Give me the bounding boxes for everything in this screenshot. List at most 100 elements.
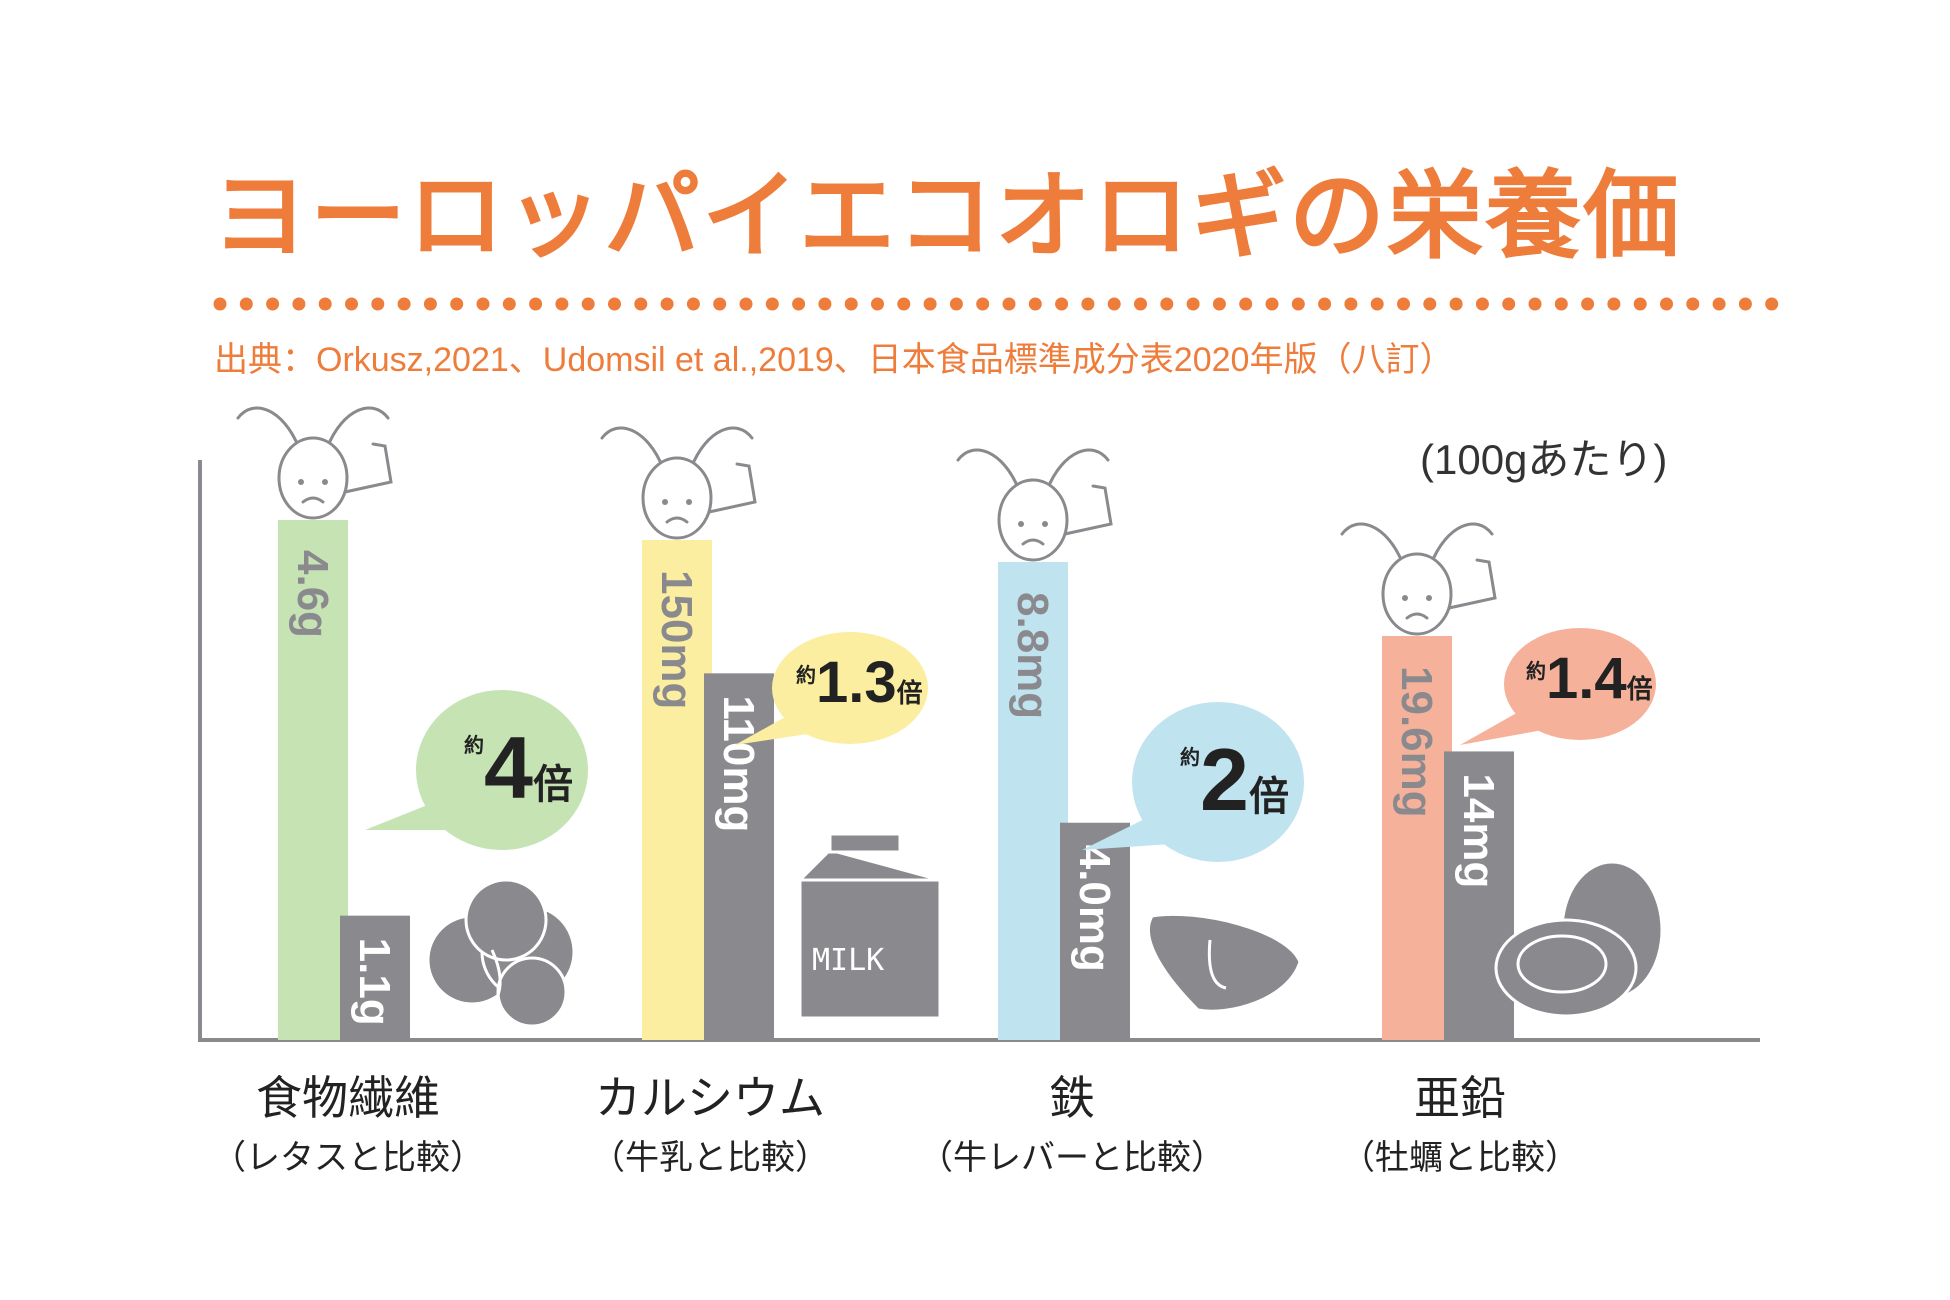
divider-dot bbox=[739, 297, 753, 311]
cricket-bar bbox=[642, 540, 712, 1040]
category-label: カルシウム bbox=[595, 1071, 825, 1125]
divider-dot bbox=[1686, 297, 1700, 311]
divider-dot bbox=[1660, 297, 1673, 311]
cricket-bar bbox=[278, 520, 348, 1040]
comparison-bar bbox=[1444, 751, 1514, 1040]
divider-dot bbox=[371, 297, 385, 311]
divider-dot bbox=[213, 297, 227, 311]
divider-dot bbox=[502, 297, 516, 311]
divider-dot bbox=[1212, 297, 1226, 311]
divider-dot bbox=[897, 297, 911, 311]
source-citation: 出典：Orkusz,2021、Udomsil et al.,2019、日本食品標… bbox=[214, 341, 1454, 379]
divider-dot bbox=[476, 297, 490, 311]
divider-dot bbox=[1502, 297, 1516, 311]
divider-dot bbox=[423, 297, 437, 311]
oyster-icon bbox=[1494, 860, 1664, 1018]
comparison-value-label: 4.0mg bbox=[1070, 845, 1119, 972]
divider-dot bbox=[266, 297, 280, 311]
divider-dot bbox=[1738, 297, 1752, 311]
divider-dot bbox=[844, 297, 858, 311]
divider-dot bbox=[1318, 297, 1332, 311]
cricket-icon bbox=[1340, 522, 1497, 636]
ratio-bubble: 約4倍 bbox=[365, 690, 588, 850]
divider-dot bbox=[1134, 297, 1147, 311]
divider-dot bbox=[1607, 297, 1621, 311]
divider-dot bbox=[1633, 297, 1647, 311]
cricket-value-label: 150mg bbox=[652, 570, 701, 709]
divider-dot bbox=[660, 297, 674, 311]
ratio-text: 約1.4倍 bbox=[1526, 646, 1653, 711]
cricket-value-label: 8.8mg bbox=[1008, 592, 1057, 719]
milk-carton-label: MILK bbox=[812, 943, 884, 978]
cricket-icon bbox=[236, 406, 393, 520]
divider-dot bbox=[1107, 297, 1121, 311]
divider-dot bbox=[345, 297, 358, 311]
divider-dot bbox=[397, 297, 411, 311]
ratio-bubble: 約2倍 bbox=[1082, 702, 1304, 862]
divider-dot bbox=[1239, 297, 1253, 311]
divider-dot bbox=[555, 297, 569, 311]
category-sublabel: （牡蠣と比較） bbox=[1341, 1138, 1579, 1178]
comparison-value-label: 110mg bbox=[714, 695, 763, 832]
beef-liver-icon bbox=[1146, 912, 1302, 1013]
divider-dot bbox=[1475, 297, 1489, 311]
unit-note: (100gあたり) bbox=[1420, 436, 1668, 483]
divider-dot bbox=[713, 297, 727, 311]
ratio-text: 約4倍 bbox=[464, 718, 573, 817]
divider-dot bbox=[1055, 297, 1069, 311]
divider-dot bbox=[1160, 297, 1174, 311]
cricket-icon bbox=[956, 448, 1113, 562]
divider-dot bbox=[1186, 297, 1200, 311]
cricket-icon bbox=[600, 426, 757, 540]
page-title: ヨーロッパイエコオロギの栄養価 bbox=[212, 160, 1682, 272]
divider-dot bbox=[1765, 297, 1779, 311]
ratio-bubble: 約1.4倍 bbox=[1460, 628, 1656, 745]
comparison-bar bbox=[1060, 822, 1130, 1040]
dotted-divider bbox=[213, 297, 1779, 311]
category-sublabel: （レタスと比較） bbox=[212, 1138, 484, 1178]
bar-group-0: 4.6g 1.1g 約4倍 bbox=[236, 406, 588, 1040]
bar-group-1: 150mg 110mg 約1.3倍 MILK bbox=[600, 426, 942, 1040]
cricket-value-label: 19.6mg bbox=[1392, 666, 1441, 818]
cricket-value-label: 4.6g bbox=[288, 550, 337, 638]
lettuce-icon bbox=[426, 878, 576, 1028]
comparison-value-label: 14mg bbox=[1454, 773, 1503, 888]
cricket-bar bbox=[1382, 636, 1452, 1040]
divider-dot bbox=[1581, 297, 1595, 311]
divider-dot bbox=[292, 297, 306, 311]
divider-dot bbox=[949, 297, 963, 311]
divider-dot bbox=[1554, 297, 1568, 311]
bar-group-3: 19.6mg 14mg 約1.4倍 bbox=[1340, 522, 1664, 1040]
divider-dot bbox=[581, 297, 595, 311]
ratio-text: 約2倍 bbox=[1180, 730, 1289, 829]
divider-dot bbox=[1528, 297, 1542, 311]
divider-dot bbox=[608, 297, 621, 311]
divider-dot bbox=[976, 297, 990, 311]
cricket-bar bbox=[998, 562, 1068, 1040]
category-sublabel: （牛レバーと比較） bbox=[919, 1138, 1225, 1178]
divider-dot bbox=[1081, 297, 1095, 311]
divider-dot bbox=[529, 297, 543, 311]
divider-dot bbox=[1370, 297, 1384, 311]
divider-dot bbox=[1291, 297, 1305, 311]
divider-dot bbox=[871, 297, 884, 311]
divider-dot bbox=[792, 297, 806, 311]
divider-dot bbox=[1712, 297, 1726, 311]
divider-dot bbox=[686, 297, 700, 311]
divider-dot bbox=[765, 297, 779, 311]
comparison-value-label: 1.1g bbox=[350, 938, 399, 1026]
divider-dot bbox=[450, 297, 464, 311]
divider-dot bbox=[634, 297, 648, 311]
bar-group-2: 8.8mg 4.0mg 約2倍 bbox=[956, 448, 1304, 1040]
divider-dot bbox=[239, 297, 253, 311]
divider-dot bbox=[318, 297, 332, 311]
comparison-bar bbox=[340, 915, 410, 1040]
divider-dot bbox=[1028, 297, 1042, 311]
category-sublabel: （牛乳と比較） bbox=[591, 1138, 829, 1178]
category-label: 鉄 bbox=[1049, 1071, 1095, 1125]
milk-carton-icon: MILK bbox=[796, 832, 942, 1020]
divider-dot bbox=[1265, 297, 1279, 311]
divider-dot bbox=[818, 297, 832, 311]
